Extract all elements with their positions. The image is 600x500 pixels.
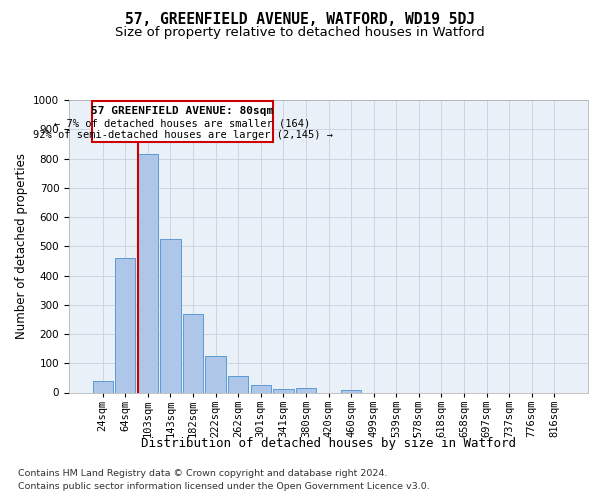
Bar: [228, 376, 248, 392]
Bar: [115, 258, 136, 392]
Text: Contains HM Land Registry data © Crown copyright and database right 2024.: Contains HM Land Registry data © Crown c…: [18, 469, 388, 478]
Text: Size of property relative to detached houses in Watford: Size of property relative to detached ho…: [115, 26, 485, 39]
Bar: [205, 356, 226, 393]
Bar: [296, 388, 316, 392]
Bar: [273, 389, 293, 392]
Bar: [160, 239, 181, 392]
Text: Contains public sector information licensed under the Open Government Licence v3: Contains public sector information licen…: [18, 482, 430, 491]
Text: Distribution of detached houses by size in Watford: Distribution of detached houses by size …: [142, 438, 516, 450]
Bar: [341, 390, 361, 392]
Bar: [183, 314, 203, 392]
Bar: [251, 385, 271, 392]
Text: 92% of semi-detached houses are larger (2,145) →: 92% of semi-detached houses are larger (…: [32, 130, 332, 140]
Text: 57 GREENFIELD AVENUE: 80sqm: 57 GREENFIELD AVENUE: 80sqm: [91, 106, 274, 116]
Text: ← 7% of detached houses are smaller (164): ← 7% of detached houses are smaller (164…: [55, 118, 311, 128]
Bar: [92, 381, 113, 392]
Text: 57, GREENFIELD AVENUE, WATFORD, WD19 5DJ: 57, GREENFIELD AVENUE, WATFORD, WD19 5DJ: [125, 12, 475, 28]
Y-axis label: Number of detached properties: Number of detached properties: [14, 153, 28, 340]
Bar: [92, 100, 273, 141]
Bar: [138, 154, 158, 392]
